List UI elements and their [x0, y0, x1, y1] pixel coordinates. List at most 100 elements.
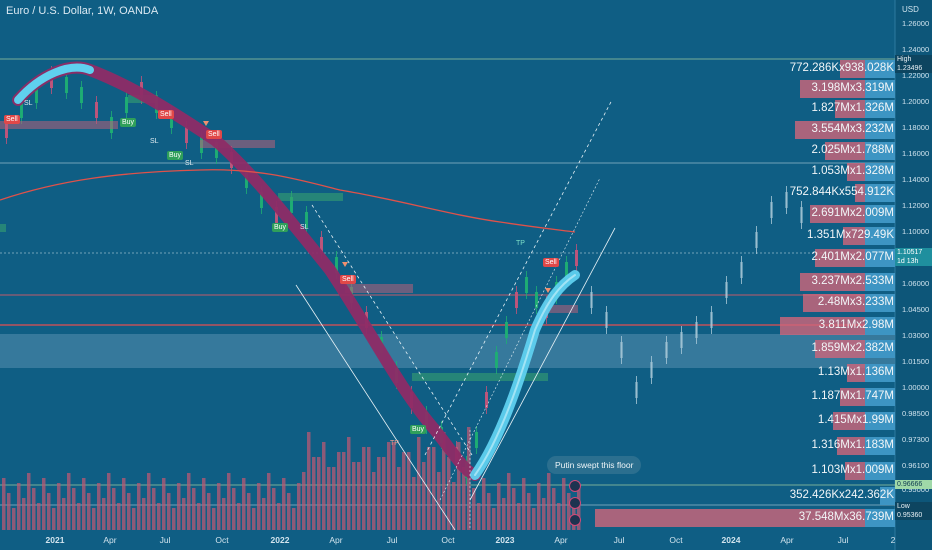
volume-bar: [432, 447, 436, 530]
volume-profile-bar-up: [865, 509, 895, 527]
buy-signal: Buy: [167, 151, 184, 160]
volume-profile-bar-up: [865, 249, 895, 267]
volume-bar: [367, 447, 371, 530]
high-value: 1.23496: [895, 64, 932, 73]
volume-bar: [172, 508, 176, 530]
volume-bar: [42, 478, 46, 530]
volume-bar: [457, 442, 461, 530]
volume-bar: [137, 483, 141, 530]
time-tick-label: Jul: [386, 535, 398, 545]
candle-body: [95, 102, 98, 118]
volume-bar: [112, 488, 116, 530]
volume-bar: [307, 432, 311, 530]
candle-body: [605, 312, 608, 328]
symbol-title[interactable]: Euro / U.S. Dollar, 1W, OANDA: [6, 5, 159, 17]
buy-signal: Buy: [120, 118, 137, 127]
volume-bar: [427, 447, 431, 530]
volume-bar: [47, 493, 51, 530]
volume-bar: [552, 488, 556, 530]
volume-profile-label: 2.691Mx2.009M: [811, 207, 894, 219]
volume-bar: [97, 483, 101, 530]
volume-profile-bar-up: [865, 163, 895, 181]
volume-bar: [82, 478, 86, 530]
volume-bar: [102, 498, 106, 530]
volume-bar: [202, 478, 206, 530]
volume-bar: [497, 483, 501, 530]
volume-bar: [327, 467, 331, 530]
candle-body: [5, 122, 8, 138]
volume-bar: [127, 493, 131, 530]
time-tick-label: Jul: [837, 535, 849, 545]
volume-profile-label: 2.48Mx3.233M: [817, 296, 894, 308]
event-flag-icon[interactable]: [569, 514, 581, 526]
candle-body: [515, 292, 518, 308]
volume-bar: [302, 472, 306, 530]
arrow-marker: [203, 121, 209, 126]
volume-bar: [357, 462, 361, 530]
volume-bar: [182, 498, 186, 530]
volume-bar: [207, 493, 211, 530]
volume-bar: [27, 473, 31, 530]
volume-bar: [57, 483, 61, 530]
time-tick-label: Jul: [159, 535, 171, 545]
candle-body: [755, 232, 758, 248]
volume-bar: [2, 478, 6, 530]
volume-profile-bar-up: [865, 294, 895, 312]
volume-profile-bar-up: [865, 205, 895, 223]
order-block: [278, 193, 343, 201]
volume-bar: [337, 452, 341, 530]
volume-profile-bar-up: [865, 317, 895, 335]
volume-bar: [492, 508, 496, 530]
volume-bar: [132, 508, 136, 530]
volume-bar: [147, 473, 151, 530]
volume-bar: [477, 503, 481, 530]
candle-body: [680, 332, 683, 348]
volume-bar: [12, 508, 16, 530]
volume-profile-bar-up: [880, 487, 895, 505]
time-tick-label: Apr: [103, 535, 117, 545]
volume-bar: [52, 508, 56, 530]
volume-bar: [162, 478, 166, 530]
volume-bar: [392, 442, 396, 530]
time-tick-label: Oct: [441, 535, 455, 545]
volume-bar: [382, 457, 386, 530]
event-globe-icon[interactable]: [569, 497, 581, 509]
volume-profile-bar-up: [865, 437, 895, 455]
volume-bar: [262, 498, 266, 530]
arrow-marker: [342, 262, 348, 267]
candle-body: [65, 77, 68, 93]
channel-line: [469, 227, 616, 501]
volume-bar: [347, 437, 351, 530]
volume-profile-label: 1.316Mx1.183M: [811, 439, 894, 451]
volume-bar: [7, 493, 11, 530]
volume-bar: [522, 478, 526, 530]
volume-profile-bar-up: [865, 80, 895, 98]
volume-bar: [277, 503, 281, 530]
candle-body: [785, 192, 788, 208]
volume-bar: [197, 503, 201, 530]
sl-label: SL: [185, 160, 194, 167]
volume-profile-label: 3.811Mx2.98M: [818, 319, 894, 331]
volume-bar: [257, 483, 261, 530]
volume-profile-bar-up: [865, 462, 895, 480]
volume-bar: [242, 478, 246, 530]
candle-body: [620, 342, 623, 358]
volume-bar: [232, 488, 236, 530]
event-lightning-icon[interactable]: [569, 480, 581, 492]
buy-signal: Buy: [272, 223, 289, 232]
annotation-note[interactable]: Putin swept this floor: [547, 456, 642, 474]
volume-bar: [412, 477, 416, 530]
candles: [5, 66, 803, 484]
volume-bar: [502, 498, 506, 530]
volume-bar: [157, 503, 161, 530]
price-tick-label: 1.00000: [902, 383, 930, 392]
volume-bar: [322, 442, 326, 530]
volume-bar: [217, 483, 221, 530]
volume-profile-label: 2.401Mx2.077M: [811, 251, 894, 263]
price-tick-label: 0.96100: [902, 461, 930, 470]
volume-bar: [372, 472, 376, 530]
price-tick-label: 1.26000: [902, 19, 930, 28]
volume-bar: [92, 508, 96, 530]
order-block: [200, 140, 275, 148]
